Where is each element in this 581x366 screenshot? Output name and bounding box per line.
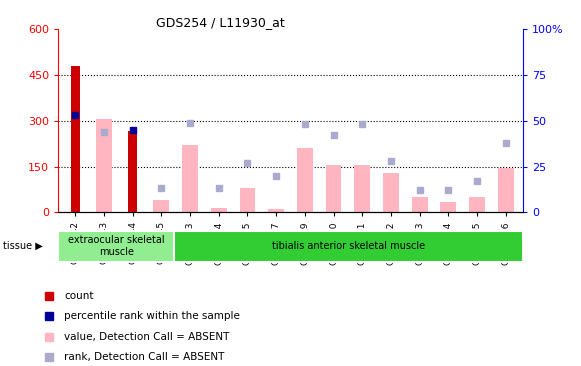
Text: tibialis anterior skeletal muscle: tibialis anterior skeletal muscle [272,241,425,251]
Bar [297,148,313,212]
Bar [239,188,256,212]
Text: value, Detection Call = ABSENT: value, Detection Call = ABSENT [64,332,229,341]
Text: GDS254 / L11930_at: GDS254 / L11930_at [156,16,285,30]
Bar [268,209,284,212]
Bar [325,165,342,212]
Bar [58,231,174,262]
Bar [412,197,428,212]
Text: rank, Detection Call = ABSENT: rank, Detection Call = ABSENT [64,352,225,362]
Bar [211,208,227,212]
Text: count: count [64,291,94,301]
Bar [469,197,485,212]
Bar [71,66,80,212]
Text: tissue ▶: tissue ▶ [3,241,42,251]
Bar [153,200,169,212]
Text: extraocular skeletal
muscle: extraocular skeletal muscle [68,235,164,257]
Bar [96,119,112,212]
Text: percentile rank within the sample: percentile rank within the sample [64,311,240,321]
Bar [182,145,198,212]
Bar [174,231,523,262]
Bar [128,131,137,212]
Bar [440,202,456,212]
Bar [383,173,399,212]
Bar [354,165,370,212]
Bar [498,168,514,212]
